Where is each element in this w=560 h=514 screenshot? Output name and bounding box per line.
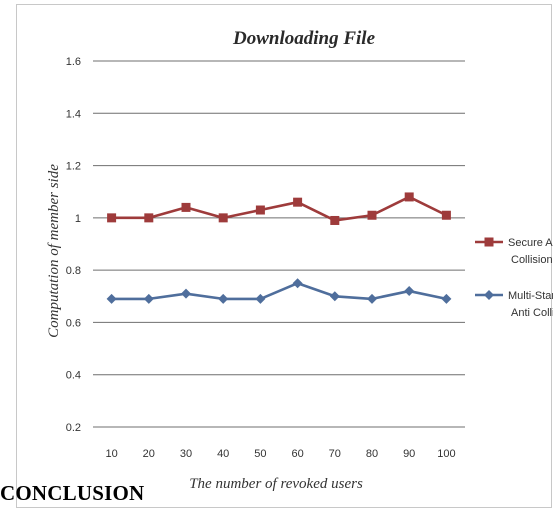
x-tick-label: 50 [254, 448, 266, 460]
x-tick-label: 90 [403, 448, 415, 460]
chart-frame: Downloading File 0.2 0.4 0.6 0.8 1 1.2 1.4 1.6 … [16, 4, 553, 508]
x-tick-label: 20 [143, 448, 155, 460]
series-line [111, 195, 447, 222]
legend-label: Anti Collision [511, 307, 553, 319]
chart-title: Downloading File [232, 28, 376, 49]
data-point [181, 202, 191, 212]
x-tick-label: 10 [105, 448, 117, 460]
y-tick-label: 0.6 [66, 317, 81, 329]
data-point [143, 293, 154, 304]
legend-label: Secure Anti [508, 237, 553, 249]
line-chart: Downloading File 0.20.40.60.811.21.41.6 … [46, 28, 553, 492]
gridlines [93, 60, 465, 428]
data-point [329, 291, 340, 302]
section-heading: CONCLUSION [0, 481, 145, 505]
x-tick-label: 80 [366, 448, 378, 460]
y-tick-label: 1 [75, 213, 81, 225]
x-tick-label: 40 [217, 448, 229, 460]
legend-label: Collision [511, 254, 553, 266]
data-point [293, 197, 303, 207]
data-point [367, 210, 377, 220]
data-point [367, 293, 377, 304]
data-point [292, 278, 303, 289]
data-point [404, 192, 414, 202]
y-tick-labels: 0.2 0.4 0.6 0.8 1 1.2 1.4 1.6 [66, 56, 81, 434]
y-tick-label: 0.8 [66, 265, 81, 277]
data-point [106, 293, 117, 304]
data-point [255, 205, 265, 215]
y-axis-label: Computation of member side [46, 164, 62, 338]
legend-entry: Secure Anti Collision [475, 237, 553, 266]
series-2 [106, 278, 452, 304]
x-tick-label: 30 [180, 448, 192, 460]
data-point [218, 293, 229, 304]
data-point [441, 210, 451, 220]
data-point [144, 213, 154, 223]
data-point [404, 286, 415, 297]
series-1 [107, 192, 451, 225]
legend: Secure Anti Collision Multi-Start Anti Coll… [475, 237, 553, 319]
legend-entry: Multi-Start Anti Collision [475, 290, 553, 319]
series-line [111, 281, 447, 301]
x-tick-label: 70 [329, 448, 341, 460]
data-point [181, 288, 191, 299]
legend-label: Multi-Start [508, 290, 553, 302]
legend-swatch-marker [484, 237, 494, 247]
x-tick-labels: 10 20 30 40 50 60 70 80 90 100 [105, 448, 455, 460]
x-tick-label: 60 [291, 448, 303, 460]
series-layer [106, 192, 452, 304]
y-tick-label: 1.6 [66, 56, 81, 68]
data-point [330, 215, 340, 225]
x-axis-label: The number of revoked users [189, 476, 363, 492]
y-tick-label: 1.2 [66, 161, 81, 173]
x-tick-label: 100 [437, 448, 455, 460]
legend-swatch-marker [484, 290, 494, 300]
y-tick-label: 0.4 [66, 370, 81, 382]
data-point [218, 213, 228, 223]
data-point [441, 293, 452, 304]
y-tick-label: 0.2 [66, 422, 81, 434]
data-point [107, 213, 117, 223]
data-point [255, 293, 266, 304]
y-tick-label: 1.4 [66, 108, 81, 120]
